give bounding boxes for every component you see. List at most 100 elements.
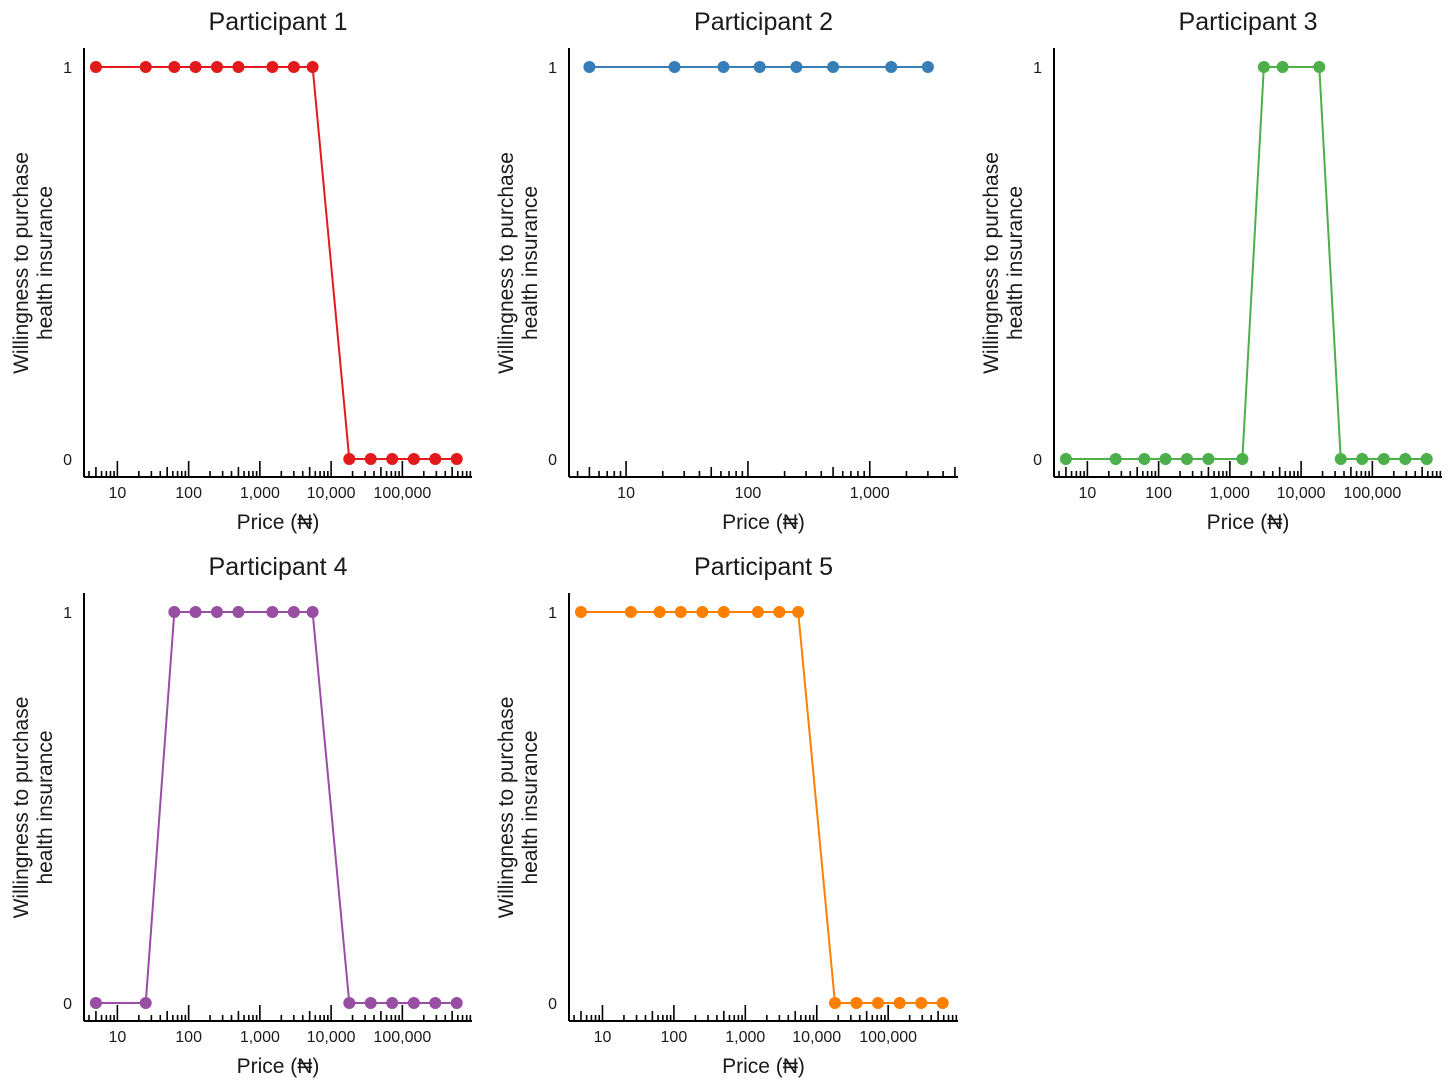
- chart-panel-5: Participant 5 0 1 10 100 1,000 10,000 100,000 Pr…: [495, 553, 958, 1078]
- x-tick-label: 10: [108, 1029, 126, 1046]
- data-point: [232, 61, 245, 73]
- y-axis-label-line-2: health insurance: [34, 730, 57, 884]
- x-tick-label: 100,000: [859, 1029, 917, 1046]
- y-axis-label-line-2: health insurance: [1004, 186, 1027, 340]
- x-axis-label: Price (₦): [722, 1055, 805, 1078]
- data-point: [1109, 453, 1122, 465]
- x-tick-label: 1,000: [1210, 485, 1250, 502]
- x-tick-label: 10: [108, 485, 126, 502]
- data-point: [936, 997, 949, 1009]
- data-point: [790, 61, 803, 73]
- data-point: [1059, 453, 1072, 465]
- x-tick-label: 10: [617, 485, 635, 502]
- data-point: [232, 606, 245, 618]
- data-point: [583, 61, 596, 73]
- data-point: [1202, 453, 1215, 465]
- data-point: [885, 61, 898, 73]
- y-axis-label-line-2: health insurance: [519, 730, 542, 884]
- panel-title: Participant 1: [209, 8, 348, 36]
- y-tick-label: 1: [63, 60, 72, 77]
- data-point: [653, 606, 666, 618]
- x-tick-label: 10,000: [307, 485, 356, 502]
- x-tick-label: 10: [594, 1029, 612, 1046]
- x-tick-label: 100,000: [373, 485, 431, 502]
- data-point: [189, 61, 202, 73]
- data-point: [1236, 453, 1249, 465]
- data-point: [306, 61, 319, 73]
- data-point: [1377, 453, 1390, 465]
- data-point: [386, 997, 399, 1009]
- data-point: [574, 606, 587, 618]
- data-point: [668, 61, 681, 73]
- data-point: [1420, 453, 1433, 465]
- data-point: [792, 606, 805, 618]
- data-point: [696, 606, 709, 618]
- data-point: [828, 997, 841, 1009]
- y-axis-label-line-1: Willingness to purchase: [495, 697, 518, 919]
- x-axis-label: Price (₦): [237, 1055, 320, 1078]
- y-tick-label: 1: [548, 605, 557, 622]
- data-point: [89, 61, 102, 73]
- data-point: [429, 453, 442, 465]
- data-point: [343, 453, 356, 465]
- data-point: [717, 61, 730, 73]
- y-tick-label: 0: [548, 996, 557, 1013]
- data-point: [343, 997, 356, 1009]
- x-axis-label: Price (₦): [1207, 511, 1290, 534]
- panel-title: Participant 5: [694, 553, 833, 581]
- data-point: [1276, 61, 1289, 73]
- data-point: [306, 606, 319, 618]
- data-point: [1313, 61, 1326, 73]
- data-point: [751, 606, 764, 618]
- panel-title: Participant 2: [694, 8, 833, 36]
- data-point: [921, 61, 934, 73]
- panel-title: Participant 3: [1179, 8, 1318, 36]
- data-point: [871, 997, 884, 1009]
- x-tick-label: 1,000: [725, 1029, 765, 1046]
- data-point: [1399, 453, 1412, 465]
- x-tick-label: 100: [175, 1029, 202, 1046]
- data-point: [1356, 453, 1369, 465]
- y-axis-label-line-2: health insurance: [34, 186, 57, 340]
- series-line: [95, 611, 457, 1004]
- chart-panel-3: Participant 3 0 1 10 100 1,000 10,000 100,000 Pr…: [980, 8, 1442, 534]
- data-point: [1159, 453, 1172, 465]
- x-tick-label: 100: [1145, 485, 1172, 502]
- x-tick-label: 1,000: [240, 1029, 280, 1046]
- y-axis-label-line-1: Willingness to purchase: [10, 152, 33, 374]
- data-point: [915, 997, 928, 1009]
- x-tick-label: 10,000: [1277, 485, 1326, 502]
- data-point: [168, 606, 181, 618]
- data-point: [407, 997, 420, 1009]
- y-axis-label-line-2: health insurance: [519, 186, 542, 340]
- y-tick-label: 1: [548, 60, 557, 77]
- x-axis-label: Price (₦): [237, 511, 320, 534]
- data-point: [773, 606, 786, 618]
- y-tick-label: 0: [63, 452, 72, 469]
- data-point: [893, 997, 906, 1009]
- data-point: [1257, 61, 1270, 73]
- chart-panel-1: Participant 1 0 1 10 100 1,000 10,000 100,000 Pr…: [10, 8, 472, 534]
- x-tick-label: 100,000: [1343, 485, 1401, 502]
- data-point: [210, 606, 223, 618]
- x-tick-label: 1,000: [850, 485, 890, 502]
- data-point: [1334, 453, 1347, 465]
- x-axis-label: Price (₦): [722, 511, 805, 534]
- x-tick-label: 1,000: [240, 485, 280, 502]
- y-axis-label-line-1: Willingness to purchase: [10, 697, 33, 919]
- data-point: [827, 61, 840, 73]
- data-point: [287, 61, 300, 73]
- chart-panel-2: Participant 2 0 1 10 100 1,000 Price (₦) Willin…: [495, 8, 958, 534]
- y-tick-label: 0: [1033, 452, 1042, 469]
- data-point: [139, 61, 152, 73]
- data-point: [850, 997, 863, 1009]
- data-point: [364, 997, 377, 1009]
- data-point: [89, 997, 102, 1009]
- x-tick-label: 10: [1078, 485, 1096, 502]
- x-tick-label: 10,000: [792, 1029, 841, 1046]
- data-point: [407, 453, 420, 465]
- y-axis-label-line-1: Willingness to purchase: [495, 152, 518, 374]
- series-line: [580, 611, 943, 1004]
- x-tick-label: 100: [735, 485, 762, 502]
